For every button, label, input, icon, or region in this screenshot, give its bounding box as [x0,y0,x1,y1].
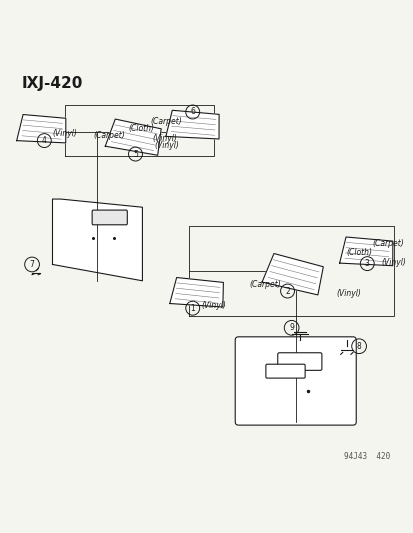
Text: (Vinyl): (Vinyl) [336,288,361,297]
FancyBboxPatch shape [92,210,127,225]
FancyBboxPatch shape [235,337,355,425]
Text: 7: 7 [30,260,34,269]
Polygon shape [169,278,223,307]
Text: (Vinyl): (Vinyl) [52,129,77,138]
Text: 4: 4 [42,136,47,145]
Polygon shape [52,199,142,281]
FancyBboxPatch shape [277,353,321,370]
Text: 94J43  420: 94J43 420 [343,451,389,461]
Text: (Carpet): (Carpet) [372,239,404,248]
Polygon shape [17,115,66,143]
Polygon shape [339,237,392,266]
Polygon shape [261,254,323,295]
Text: (Carpet): (Carpet) [93,131,125,140]
Text: (Cloth): (Cloth) [346,248,372,257]
Text: (Cloth): (Cloth) [128,124,154,133]
Text: (Carpet): (Carpet) [150,117,182,126]
Text: (Vinyl): (Vinyl) [152,134,177,143]
FancyBboxPatch shape [265,364,304,378]
Text: 3: 3 [364,259,369,268]
Text: (Vinyl): (Vinyl) [381,258,406,267]
Text: 5: 5 [133,150,138,159]
Polygon shape [105,119,161,155]
Text: (Vinyl): (Vinyl) [154,141,179,150]
Text: 8: 8 [356,342,361,351]
Text: 1: 1 [190,304,195,313]
Text: 2: 2 [285,287,289,295]
Text: 9: 9 [289,324,293,332]
Text: 6: 6 [190,108,195,117]
Text: (Carpet): (Carpet) [249,280,280,289]
Polygon shape [166,110,218,139]
Text: IXJ-420: IXJ-420 [22,76,83,91]
Text: (Vinyl): (Vinyl) [201,301,226,310]
